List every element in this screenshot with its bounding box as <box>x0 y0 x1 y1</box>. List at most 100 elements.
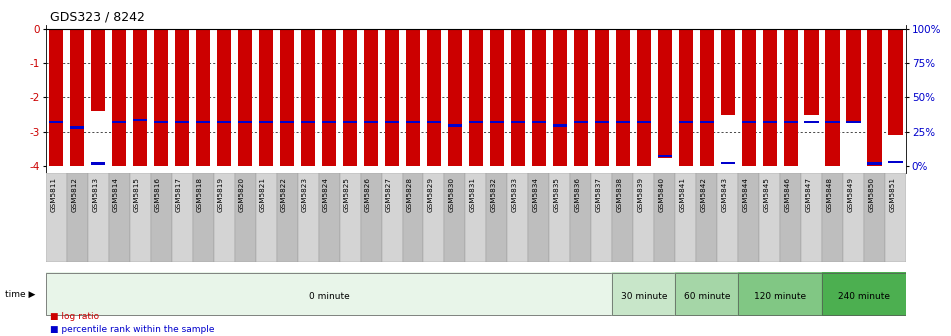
Text: GSM5845: GSM5845 <box>764 177 770 212</box>
Bar <box>427 121 441 123</box>
Text: GSM5837: GSM5837 <box>596 177 602 212</box>
Bar <box>508 173 529 262</box>
Text: 120 minute: 120 minute <box>754 292 806 301</box>
Text: GSM5844: GSM5844 <box>743 177 748 212</box>
Bar <box>553 124 568 127</box>
Bar <box>154 121 168 123</box>
Bar <box>594 121 610 123</box>
Bar <box>679 121 693 123</box>
Bar <box>675 272 738 316</box>
Bar <box>238 29 252 166</box>
Bar <box>150 173 171 262</box>
Bar <box>238 121 252 123</box>
Bar <box>321 121 337 123</box>
Text: GSM5827: GSM5827 <box>386 177 392 212</box>
Bar <box>615 121 631 123</box>
Bar <box>823 273 906 315</box>
Bar <box>196 121 210 123</box>
Text: GSM5820: GSM5820 <box>239 177 245 212</box>
Text: GSM5816: GSM5816 <box>155 177 161 212</box>
Text: GSM5838: GSM5838 <box>617 177 623 212</box>
Bar <box>742 29 756 166</box>
Bar <box>573 29 589 166</box>
Bar <box>154 29 168 166</box>
Bar <box>700 121 714 123</box>
Bar <box>444 173 465 262</box>
Bar <box>46 272 612 316</box>
Text: GSM5840: GSM5840 <box>659 177 665 212</box>
Bar <box>550 173 571 262</box>
Bar <box>133 29 147 166</box>
Bar <box>615 29 631 166</box>
Bar <box>46 173 67 262</box>
Text: GSM5823: GSM5823 <box>302 177 308 212</box>
Bar <box>888 161 903 163</box>
Bar <box>465 173 487 262</box>
Bar <box>280 121 295 123</box>
Bar <box>592 173 612 262</box>
Bar <box>636 29 651 166</box>
Bar <box>781 173 802 262</box>
Bar <box>235 173 256 262</box>
Text: GSM5822: GSM5822 <box>281 177 287 212</box>
Bar <box>700 29 714 166</box>
Bar <box>573 121 589 123</box>
Bar <box>427 29 441 166</box>
Bar <box>217 29 231 166</box>
Bar <box>193 173 214 262</box>
Text: GSM5836: GSM5836 <box>575 177 581 212</box>
Text: GSM5821: GSM5821 <box>260 177 266 212</box>
Bar <box>112 121 126 123</box>
Text: GSM5815: GSM5815 <box>134 177 140 212</box>
Bar <box>511 29 525 166</box>
Text: GDS323 / 8242: GDS323 / 8242 <box>50 10 146 23</box>
Text: GSM5830: GSM5830 <box>449 177 455 212</box>
Bar <box>402 173 423 262</box>
Text: GSM5814: GSM5814 <box>113 177 119 212</box>
Text: 60 minute: 60 minute <box>684 292 730 301</box>
Bar <box>636 121 651 123</box>
Text: GSM5817: GSM5817 <box>176 177 182 212</box>
Bar <box>301 29 316 166</box>
Bar <box>553 29 568 166</box>
Bar <box>532 29 546 166</box>
Text: GSM5826: GSM5826 <box>365 177 371 212</box>
Text: GSM5851: GSM5851 <box>890 177 896 212</box>
Text: GSM5819: GSM5819 <box>218 177 224 212</box>
Bar <box>259 29 273 166</box>
Bar <box>675 273 738 315</box>
Bar <box>633 173 654 262</box>
Text: ■ log ratio: ■ log ratio <box>50 312 100 321</box>
Bar <box>844 173 864 262</box>
Bar <box>277 173 298 262</box>
Bar <box>675 173 696 262</box>
Text: GSM5850: GSM5850 <box>869 177 875 212</box>
Text: GSM5825: GSM5825 <box>344 177 350 212</box>
Bar <box>319 173 340 262</box>
Bar <box>657 29 672 158</box>
Bar <box>763 121 777 123</box>
Bar <box>448 124 462 127</box>
Bar <box>823 272 906 316</box>
Text: 240 minute: 240 minute <box>839 292 890 301</box>
Bar <box>657 155 672 157</box>
Bar <box>342 121 358 123</box>
Text: GSM5848: GSM5848 <box>826 177 833 212</box>
Bar <box>90 29 106 111</box>
Bar <box>742 121 756 123</box>
Bar <box>825 121 840 123</box>
Bar <box>867 29 883 166</box>
Bar <box>802 173 823 262</box>
Bar <box>612 273 675 315</box>
Text: GSM5833: GSM5833 <box>512 177 518 212</box>
Bar <box>846 121 862 123</box>
Text: GSM5834: GSM5834 <box>533 177 539 212</box>
Bar <box>469 29 483 166</box>
Bar <box>381 173 402 262</box>
Bar <box>532 121 546 123</box>
Bar <box>360 173 381 262</box>
Text: GSM5811: GSM5811 <box>50 177 56 212</box>
Bar <box>529 173 550 262</box>
Text: GSM5832: GSM5832 <box>491 177 497 212</box>
Bar <box>490 121 504 123</box>
